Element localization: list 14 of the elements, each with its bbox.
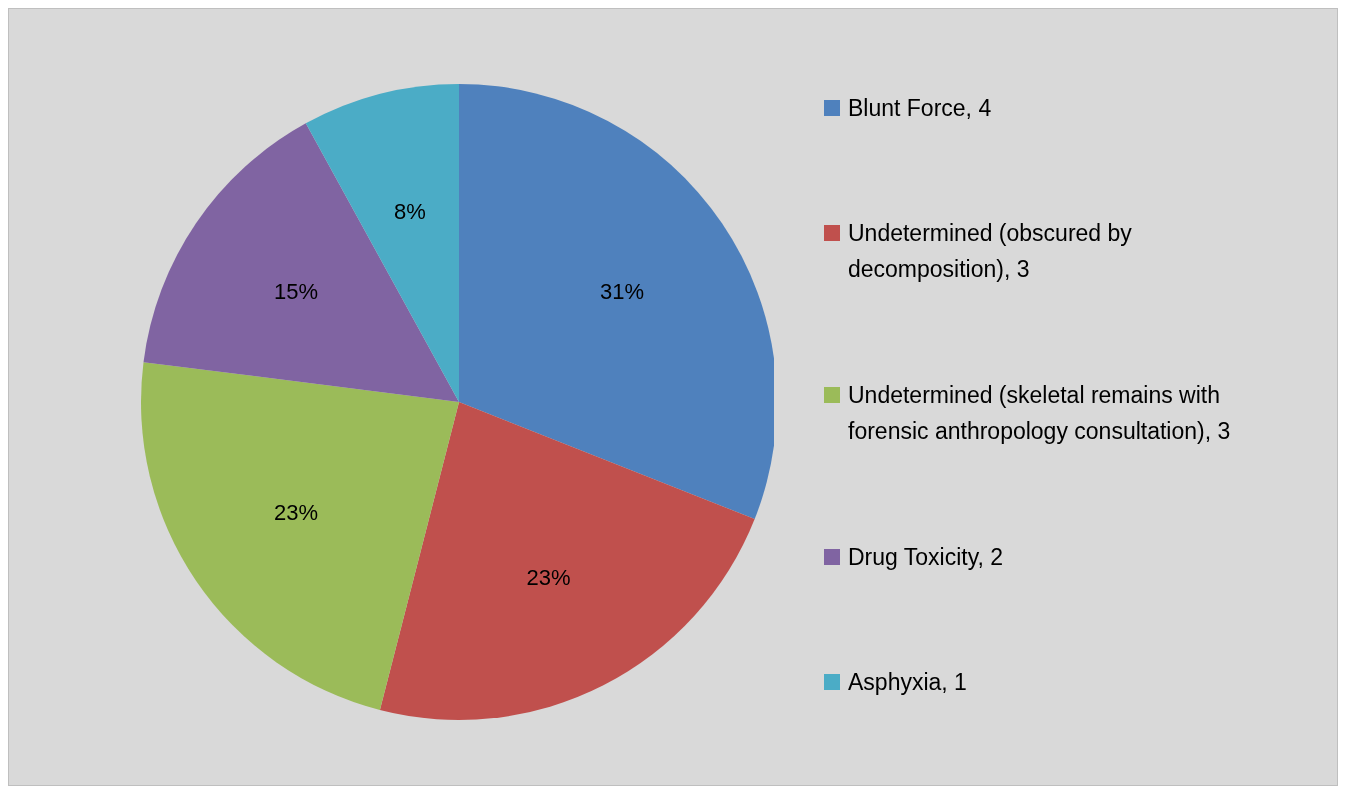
data-label: 15% [273, 278, 318, 304]
legend-label: Blunt Force, 4 [848, 93, 992, 123]
data-label: 8% [394, 198, 426, 224]
pie-slice [459, 84, 774, 520]
data-label: 23% [273, 500, 318, 526]
legend-label: Asphyxia, 1 [848, 668, 967, 698]
data-label: 31% [600, 278, 645, 304]
pie-slice [143, 123, 459, 402]
legend-label: Undetermined (skeletal remains with forensic anthropology consultation), 3 [848, 381, 1232, 446]
legend-label: Undetermined (obscured by decomposition), 3 [848, 219, 1133, 285]
pie-slice [141, 362, 459, 711]
legend-label: Drug Toxicity, 2 [848, 542, 1004, 572]
data-label: 23% [526, 565, 571, 591]
pie-slice [379, 402, 755, 720]
